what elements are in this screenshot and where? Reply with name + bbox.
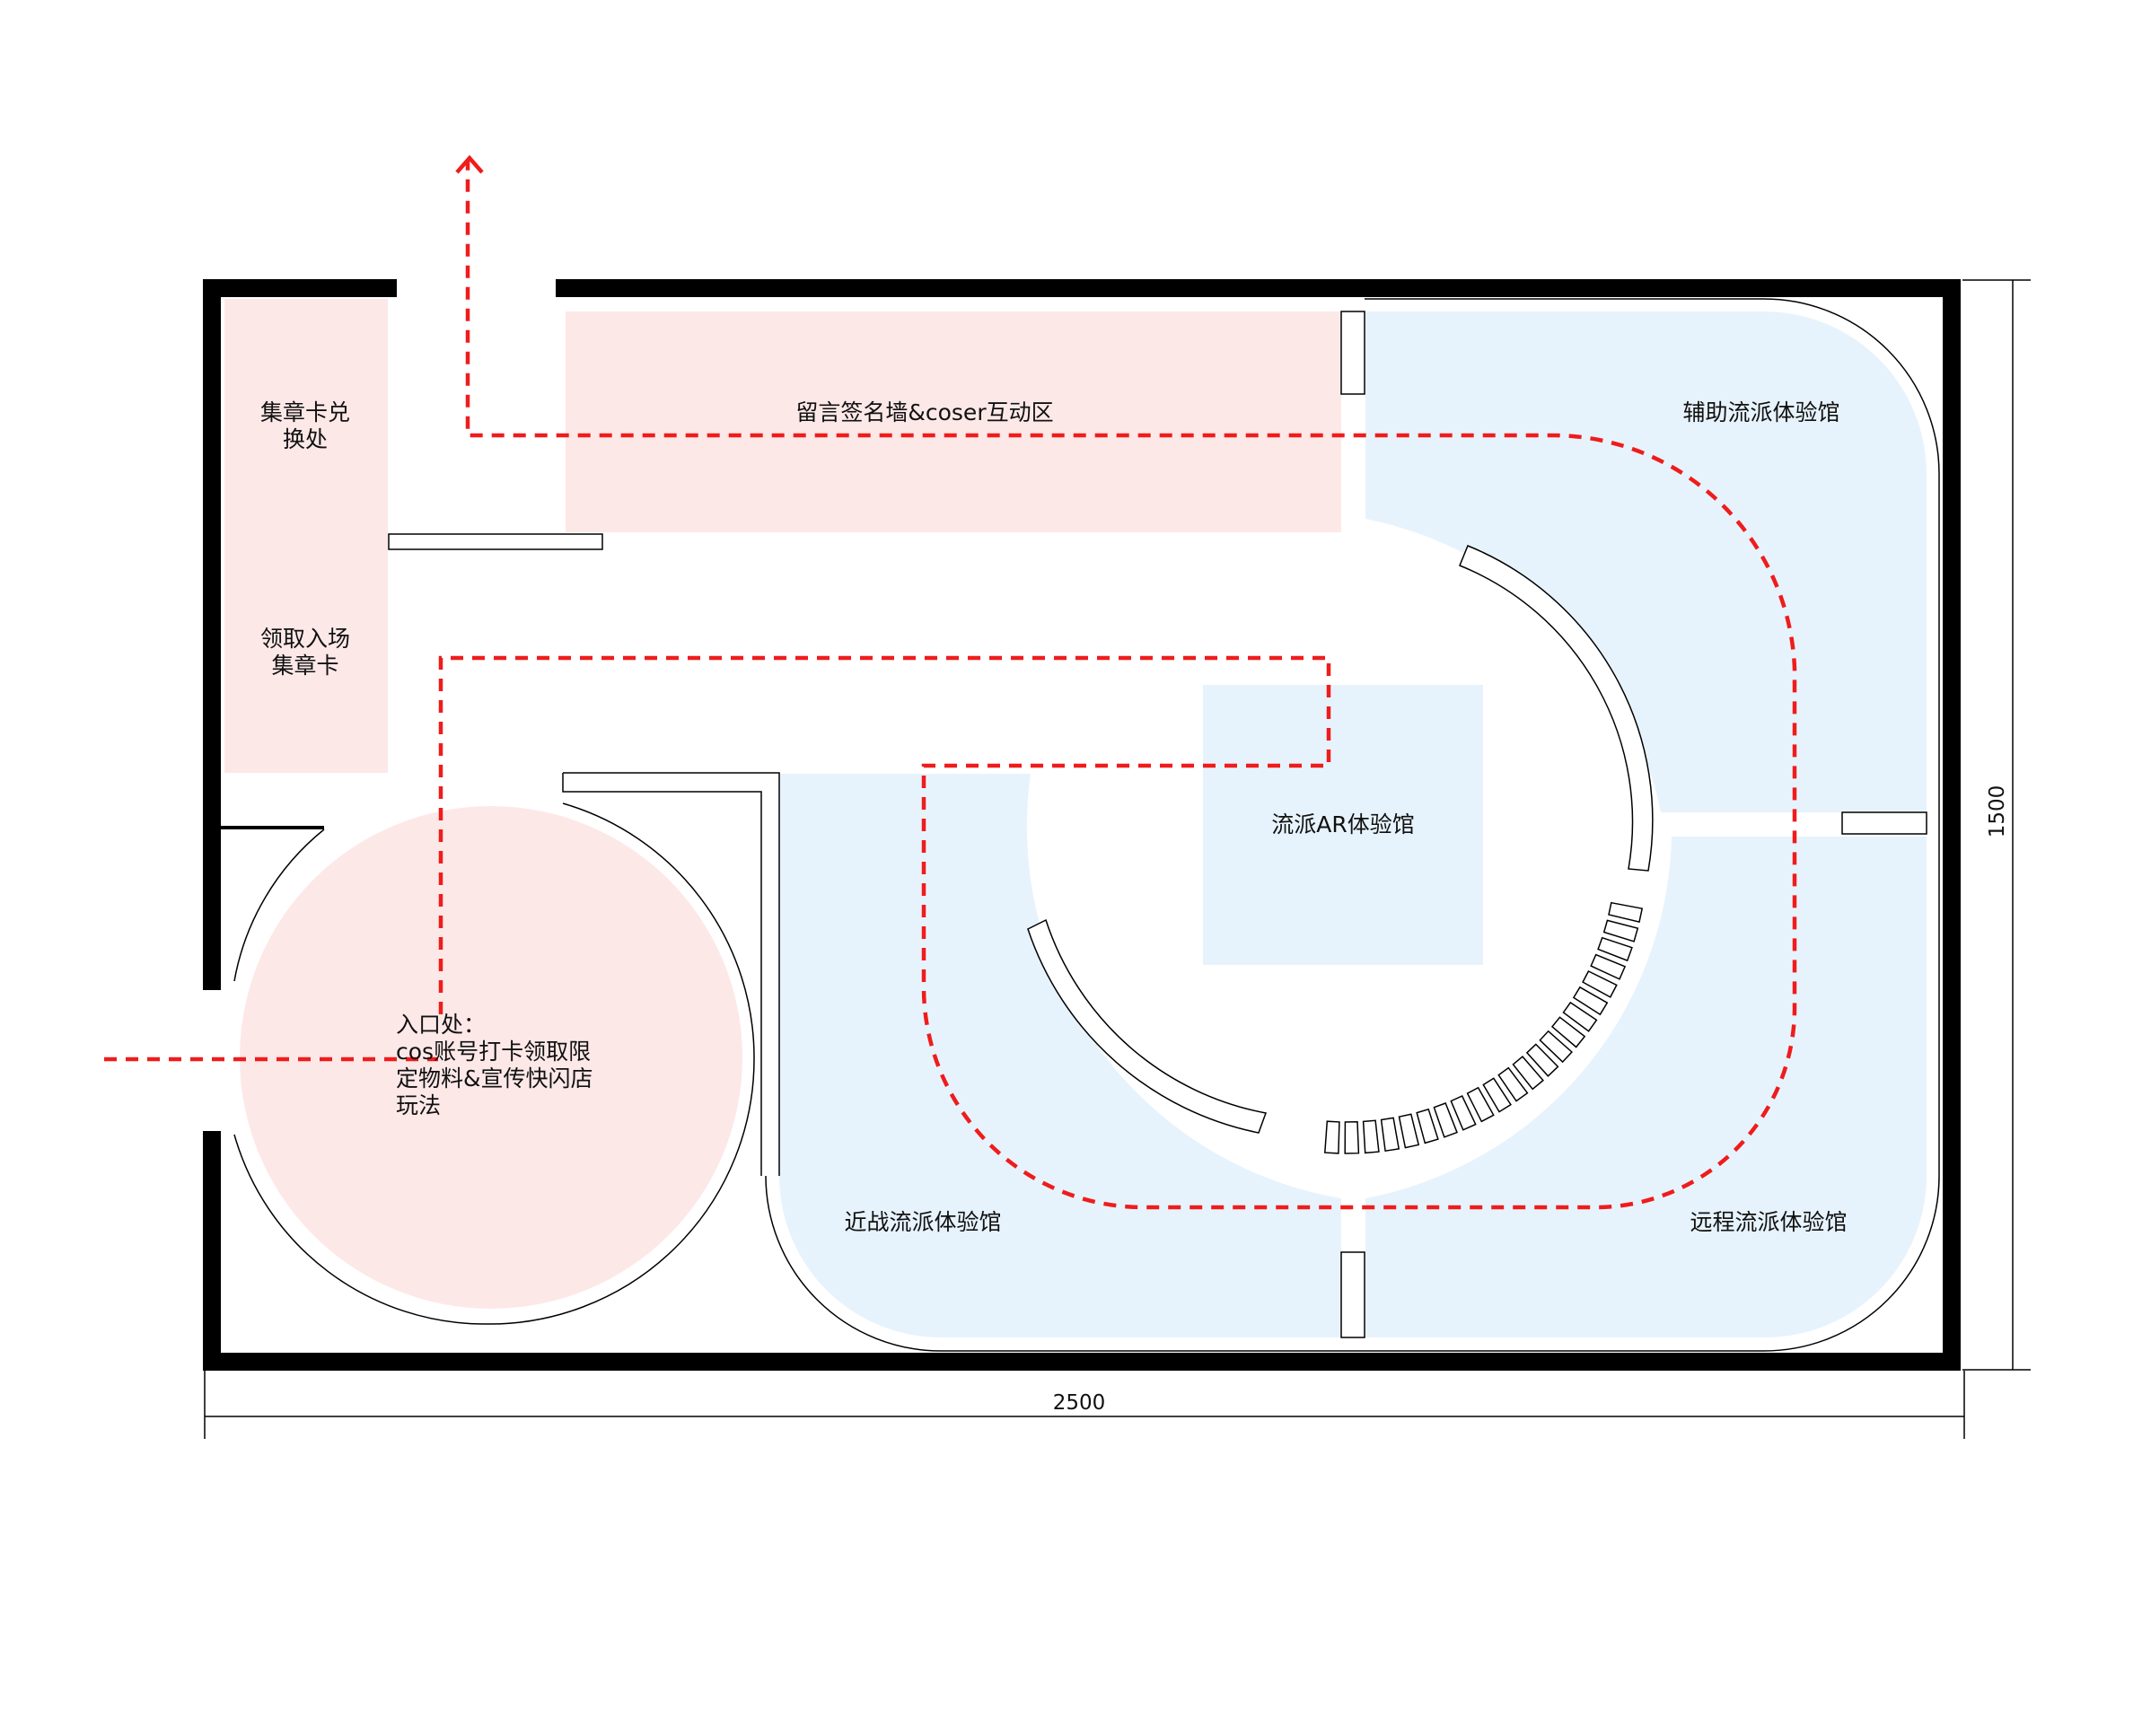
stair-step <box>1602 919 1639 943</box>
zone-labels: 集章卡兑 换处 领取入场 集章卡 留言签名墙&coser互动区 辅助流派体验馆 … <box>260 399 1848 1235</box>
ar-screen-arc-top <box>1459 545 1654 872</box>
stamp-exchange-zone <box>224 299 388 773</box>
stair-step <box>1608 901 1644 924</box>
wall-partition-bottom-right <box>1340 1251 1365 1338</box>
visitor-route <box>104 154 1797 1210</box>
label-entrance-3: 定物料&宣传快闪店 <box>396 1065 593 1092</box>
label-message-wall: 留言签名墙&coser互动区 <box>795 399 1053 425</box>
stair-step <box>1362 1119 1380 1154</box>
stair-step <box>1466 1086 1495 1123</box>
stair-step <box>1597 936 1633 962</box>
label-stamp-exchange-2: 换处 <box>283 426 328 452</box>
wall-melee-top <box>562 773 762 1176</box>
dim-height-label: 1500 <box>1986 785 2009 838</box>
dimension-lines <box>204 279 2031 1439</box>
label-ranged-hall: 远程流派体验馆 <box>1690 1209 1847 1235</box>
stair-step <box>1450 1095 1477 1131</box>
stair-steps <box>1323 901 1644 1154</box>
stair-step <box>1344 1121 1360 1154</box>
stair-step <box>1416 1108 1439 1144</box>
stair-step <box>1323 1120 1340 1154</box>
wall-entrance-arc-bottom <box>233 1134 486 1325</box>
label-melee-hall: 近战流派体验馆 <box>844 1209 1001 1235</box>
stair-step <box>1562 1001 1598 1032</box>
stair-step <box>1482 1077 1512 1113</box>
inner-walls <box>221 298 1940 1352</box>
label-entrance-4: 玩法 <box>396 1092 441 1118</box>
stair-step <box>1380 1117 1400 1153</box>
stair-step <box>1550 1016 1586 1048</box>
stair-step <box>1590 953 1627 980</box>
wall-entrance-arc-right <box>484 802 755 1325</box>
message-wall-zone <box>566 311 1341 532</box>
stair-step <box>1512 1056 1544 1091</box>
label-support-hall: 辅助流派体验馆 <box>1682 399 1839 425</box>
stair-step <box>1582 970 1618 998</box>
stair-step <box>1572 986 1609 1016</box>
label-get-card-1: 领取入场 <box>260 626 350 652</box>
ranged-hall-zone <box>1365 837 1927 1337</box>
stair-step <box>1398 1113 1420 1149</box>
label-stamp-exchange-1: 集章卡兑 <box>260 399 350 425</box>
zone-fills <box>224 299 1927 1337</box>
wall-partition-right <box>1841 811 1927 835</box>
wall-partition-top-right <box>1340 311 1365 395</box>
wall-entrance-arc-top <box>233 829 325 982</box>
outer-walls <box>203 279 1961 1371</box>
ar-screen-arc-left <box>1027 918 1268 1134</box>
melee-hall-zone <box>779 774 1341 1337</box>
outer-wall-main <box>203 279 1961 1371</box>
wall-outer-curve-top <box>765 298 1940 1352</box>
label-entrance-2: cos账号打卡领取限 <box>396 1039 591 1065</box>
dim-width-label: 2500 <box>1053 1391 1106 1415</box>
wall-melee-top-inner <box>563 772 780 1176</box>
label-get-card-2: 集章卡 <box>271 653 338 679</box>
stair-step <box>1525 1043 1559 1077</box>
wall-partition-mid-left <box>388 533 603 550</box>
entrance-zone <box>240 806 742 1309</box>
stair-step <box>1433 1102 1458 1138</box>
outer-wall-left-upper <box>203 279 397 990</box>
label-ar-hall: 流派AR体验馆 <box>1271 811 1414 837</box>
label-entrance-1: 入口处： <box>396 1012 486 1038</box>
stair-step <box>1497 1066 1529 1102</box>
route-exit-arrowhead <box>455 154 484 174</box>
stair-step <box>1539 1030 1573 1064</box>
route-main <box>438 160 1797 1210</box>
ar-hall-zone <box>1203 685 1483 965</box>
